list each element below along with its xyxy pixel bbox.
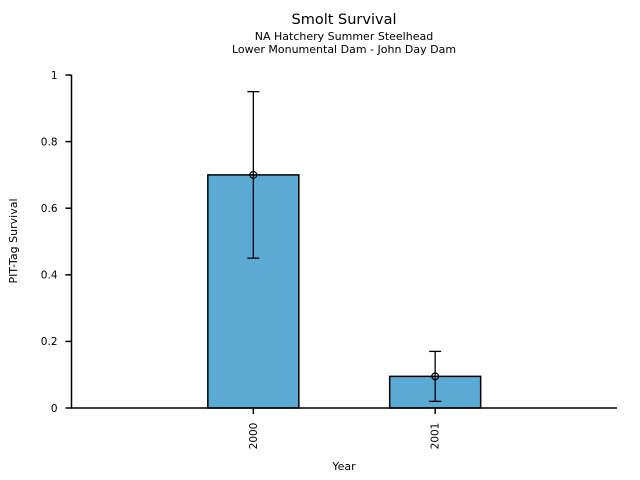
x-axis-label: Year: [332, 460, 356, 473]
mean-marker-2000: [249, 170, 258, 179]
x-tick-label-2001: 2001: [430, 423, 442, 450]
axis-lines: [70, 75, 617, 409]
chart-title: Smolt Survival: [291, 12, 397, 28]
y-tick-label-0.4: 0.4: [41, 270, 58, 282]
y-tick-label-0.2: 0.2: [41, 336, 58, 348]
chart-subtitle-line2: Lower Monumental Dam - John Day Dam: [231, 43, 457, 56]
x-tick-label-2000: 2000: [248, 423, 260, 450]
y-tick-label-1: 1: [51, 70, 58, 82]
y-tick-label-0.6: 0.6: [41, 203, 58, 215]
mean-marker-2001: [431, 372, 440, 381]
y-tick-label-0.8: 0.8: [41, 136, 58, 148]
y-tick-label-0: 0: [51, 403, 58, 415]
chart-subtitle-line1: NA Hatchery Summer Steelhead: [254, 30, 434, 43]
